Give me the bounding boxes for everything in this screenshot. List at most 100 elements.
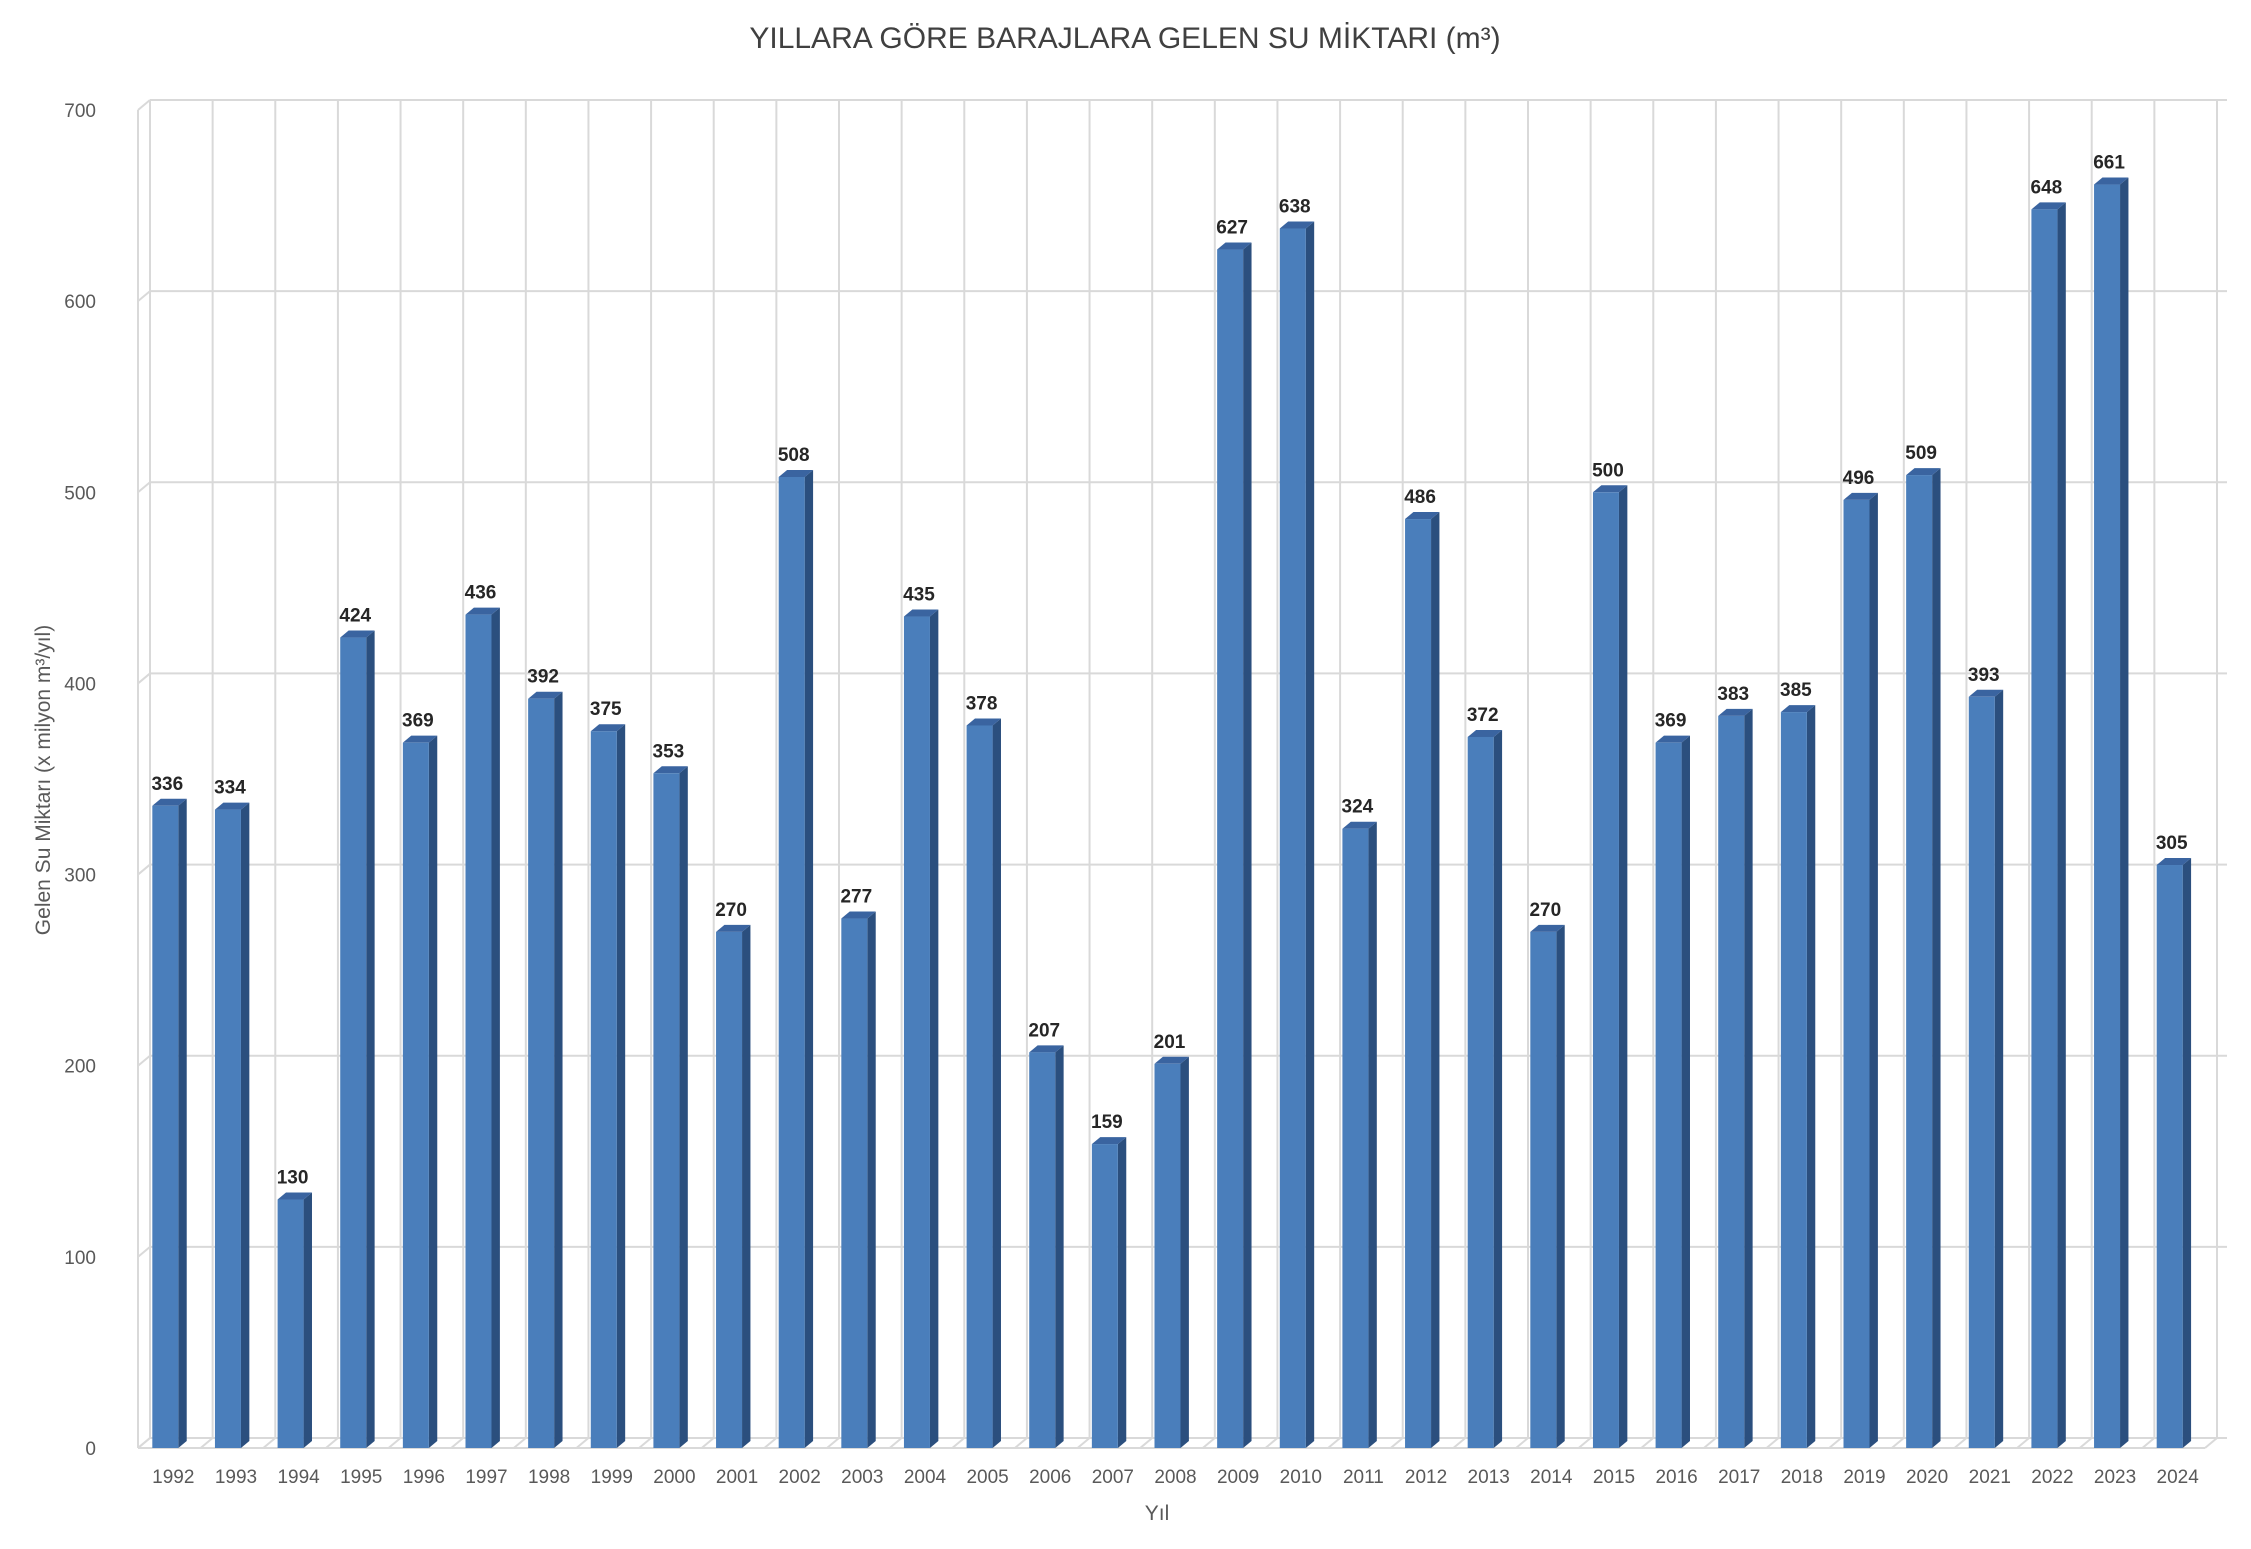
floor-divider bbox=[199, 1437, 214, 1449]
data-label: 638 bbox=[1279, 197, 1311, 218]
x-tick-label: 2000 bbox=[653, 1467, 695, 1488]
bar-2005 bbox=[966, 718, 1001, 1448]
bar-side bbox=[1055, 1045, 1064, 1448]
floor-divider bbox=[137, 1437, 151, 1449]
bar-side bbox=[1744, 708, 1753, 1448]
floor-divider bbox=[1640, 1437, 1654, 1449]
bar-1992 bbox=[152, 798, 187, 1448]
bar-front bbox=[1655, 742, 1682, 1448]
floor-divider bbox=[2016, 1437, 2030, 1449]
bar-2015 bbox=[1592, 485, 1628, 1448]
floor-divider bbox=[1390, 1437, 1404, 1449]
floor-divider bbox=[1452, 1437, 1467, 1449]
floor-divider bbox=[701, 1437, 715, 1449]
x-tick-label: 2019 bbox=[1843, 1467, 1885, 1488]
bar-front bbox=[465, 614, 492, 1448]
bar-1996 bbox=[402, 735, 438, 1448]
gridline-wall-edge bbox=[137, 481, 151, 494]
bar-side bbox=[1368, 821, 1377, 1448]
floor-divider bbox=[1014, 1437, 1028, 1449]
bar-1995 bbox=[340, 630, 375, 1448]
bar-front bbox=[528, 698, 555, 1448]
bar-side bbox=[1243, 242, 1252, 1448]
bar-side bbox=[804, 469, 814, 1449]
data-label: 130 bbox=[277, 1168, 309, 1189]
bar-top bbox=[214, 802, 250, 810]
bar-side bbox=[1117, 1137, 1127, 1448]
x-tick-label: 2012 bbox=[1405, 1467, 1447, 1488]
bar-top bbox=[1217, 242, 1252, 250]
gridline-wall-edge bbox=[137, 863, 151, 876]
bar-2023 bbox=[2094, 177, 2129, 1449]
floor-divider bbox=[1327, 1437, 1341, 1449]
data-label: 207 bbox=[1028, 1020, 1060, 1041]
bar-top bbox=[1342, 821, 1377, 829]
bar-top bbox=[1405, 512, 1440, 520]
bar-side bbox=[679, 766, 688, 1448]
bar-top bbox=[465, 607, 500, 615]
data-label: 508 bbox=[778, 445, 810, 466]
bar-top bbox=[2031, 202, 2066, 210]
y-axis-ticks: 0 100 200 300 400 500 600 700 bbox=[64, 101, 96, 1460]
bar-side bbox=[1869, 492, 1878, 1449]
x-tick-label: 2021 bbox=[1969, 1467, 2011, 1488]
data-label: 383 bbox=[1717, 684, 1749, 705]
floor-divider bbox=[513, 1437, 527, 1449]
bar-side bbox=[1556, 924, 1565, 1448]
bar-2012 bbox=[1405, 512, 1440, 1448]
floor-divider bbox=[888, 1437, 903, 1449]
bar-1997 bbox=[465, 607, 500, 1448]
x-axis-title: Yıl bbox=[1145, 1502, 1170, 1525]
bar-2006 bbox=[1029, 1045, 1064, 1448]
bar-side bbox=[1994, 689, 2004, 1448]
data-label: 305 bbox=[2156, 833, 2188, 854]
gridline-wall-edge bbox=[137, 99, 151, 111]
x-tick-label: 1997 bbox=[465, 1467, 507, 1488]
bar-2013 bbox=[1467, 729, 1503, 1448]
bar-top bbox=[841, 911, 876, 919]
bar-side bbox=[1493, 729, 1503, 1448]
bar-front bbox=[1279, 228, 1306, 1449]
bar-side bbox=[178, 798, 187, 1448]
data-label: 201 bbox=[1154, 1032, 1186, 1053]
data-label: 648 bbox=[2031, 177, 2063, 198]
x-tick-label: 2017 bbox=[1718, 1467, 1760, 1488]
bar-front bbox=[277, 1199, 304, 1448]
bar-2002 bbox=[778, 469, 814, 1449]
bar-top bbox=[1279, 221, 1315, 229]
bar-side bbox=[1431, 512, 1440, 1448]
x-tick-label: 2023 bbox=[2094, 1467, 2136, 1488]
data-label: 375 bbox=[590, 699, 622, 720]
bar-2007 bbox=[1091, 1137, 1127, 1448]
bar-side bbox=[428, 735, 438, 1448]
floor-divider bbox=[1577, 1437, 1592, 1449]
x-tick-label: 2010 bbox=[1280, 1467, 1322, 1488]
bar-top bbox=[1843, 492, 1878, 500]
x-tick-label: 1992 bbox=[152, 1467, 194, 1488]
bar-top bbox=[2156, 858, 2192, 866]
data-label: 378 bbox=[966, 693, 998, 714]
bar-front bbox=[2094, 184, 2121, 1449]
floor-divider bbox=[951, 1437, 965, 1449]
bar-side bbox=[554, 691, 563, 1448]
bar-front bbox=[1718, 715, 1745, 1448]
bar-2017 bbox=[1718, 708, 1753, 1448]
x-tick-label: 2004 bbox=[904, 1467, 947, 1488]
data-label: 385 bbox=[1780, 680, 1812, 701]
y-tick-label: 700 bbox=[64, 101, 96, 122]
y-tick-label: 200 bbox=[64, 1057, 96, 1078]
bar-2004 bbox=[903, 609, 939, 1448]
chart-title: YILLARA GÖRE BARAJLARA GELEN SU MİKTARI … bbox=[749, 22, 1500, 55]
bar-top bbox=[778, 469, 814, 477]
bar-top bbox=[277, 1192, 312, 1200]
bar-2008 bbox=[1154, 1056, 1189, 1448]
floor-divider bbox=[763, 1437, 778, 1449]
bar-front bbox=[966, 725, 993, 1448]
x-tick-label: 2009 bbox=[1217, 1467, 1259, 1488]
x-tick-label: 2007 bbox=[1092, 1467, 1134, 1488]
bar-2009 bbox=[1217, 242, 1252, 1448]
bar-front bbox=[1154, 1063, 1181, 1448]
bar-1998 bbox=[528, 691, 563, 1448]
